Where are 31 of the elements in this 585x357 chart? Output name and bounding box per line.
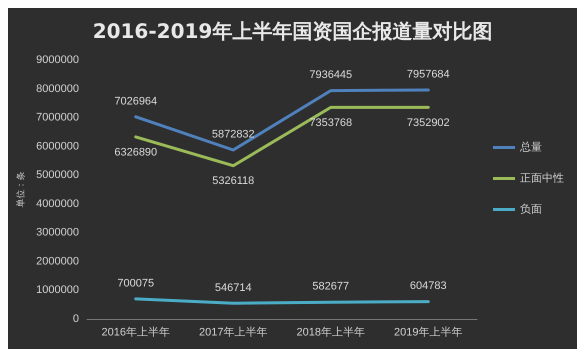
- y-tick-label: 8000000: [36, 82, 79, 95]
- data-label: 700075: [117, 277, 154, 290]
- y-tick-label: 0: [72, 313, 79, 325]
- x-tick-label: 2016年上半年: [102, 326, 170, 338]
- data-label: 7936445: [309, 69, 352, 82]
- y-tick-label: 7000000: [36, 112, 79, 124]
- data-label: 6326890: [114, 146, 158, 158]
- y-tick-label: 2000000: [36, 255, 79, 268]
- data-label: 7353768: [309, 116, 352, 129]
- y-tick-label: 6000000: [36, 140, 79, 152]
- data-label: 582677: [312, 280, 350, 293]
- y-tick-label: 3000000: [36, 226, 79, 239]
- x-tick-label: 2017年上半年: [199, 326, 268, 338]
- data-label: 7352902: [406, 116, 450, 129]
- y-tick-label: 9000000: [36, 54, 79, 66]
- data-label: 604783: [410, 280, 447, 292]
- data-label: 7026964: [114, 95, 158, 108]
- data-label: 5326118: [212, 175, 254, 188]
- x-tick-label: 2018年上半年: [296, 326, 365, 338]
- y-tick-label: 4000000: [36, 198, 79, 210]
- data-label: 546714: [214, 282, 252, 294]
- legend-label: 正面中性: [520, 172, 564, 184]
- x-tick-label: 2019年上半年: [394, 326, 462, 338]
- y-axis-title: 单位：条: [16, 172, 26, 208]
- chart-title: 2016-2019年上半年国资国企报道量对比图: [92, 19, 492, 43]
- legend-label: 总量: [519, 140, 542, 154]
- y-tick-label: 1000000: [36, 284, 79, 296]
- legend-label: 负面: [520, 204, 542, 216]
- y-tick-label: 5000000: [36, 169, 79, 182]
- data-label: 5872832: [212, 128, 255, 140]
- data-label: 7957684: [406, 68, 450, 80]
